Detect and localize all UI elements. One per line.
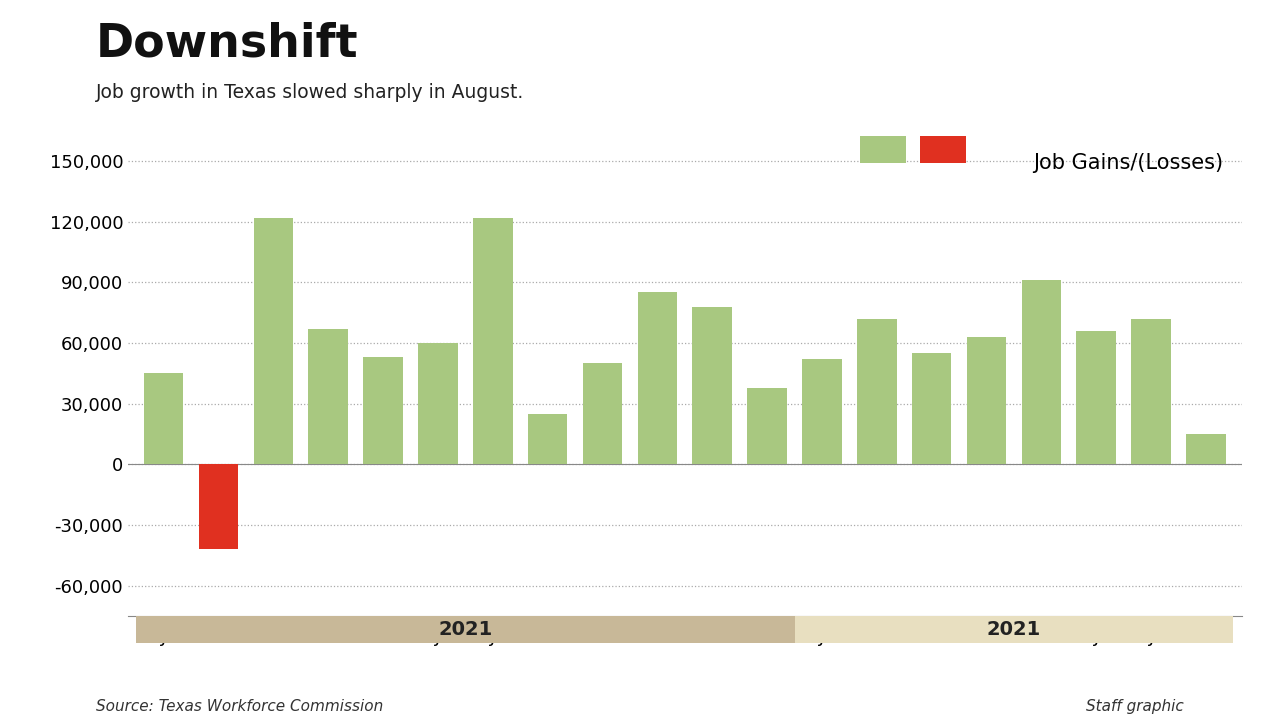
Bar — [136, 616, 795, 643]
Text: 2021: 2021 — [987, 620, 1041, 639]
Bar — [1076, 331, 1116, 465]
Bar — [1132, 319, 1171, 465]
Bar — [253, 218, 293, 465]
Bar — [198, 465, 238, 550]
Bar — [1187, 434, 1226, 465]
Text: Job growth in Texas slowed sharply in August.: Job growth in Texas slowed sharply in Au… — [96, 83, 525, 102]
Bar — [911, 353, 951, 465]
Bar — [692, 307, 732, 465]
Bar — [364, 357, 403, 465]
Bar — [858, 319, 896, 465]
Bar — [795, 616, 1234, 643]
Bar — [637, 292, 677, 465]
Text: 2021: 2021 — [438, 620, 493, 639]
Bar — [419, 343, 458, 465]
Bar — [143, 373, 183, 465]
Bar — [966, 337, 1006, 465]
Bar — [803, 359, 842, 465]
Bar — [308, 329, 348, 465]
Text: Staff graphic: Staff graphic — [1087, 699, 1184, 714]
Bar — [527, 414, 567, 465]
Bar — [1021, 281, 1061, 465]
Text: Source: Texas Workforce Commission: Source: Texas Workforce Commission — [96, 699, 383, 714]
Bar — [474, 218, 512, 465]
Bar — [748, 388, 787, 465]
Legend: , , Job Gains/(Losses): , , Job Gains/(Losses) — [851, 141, 1231, 184]
Text: Downshift: Downshift — [96, 22, 358, 67]
Bar — [582, 363, 622, 465]
